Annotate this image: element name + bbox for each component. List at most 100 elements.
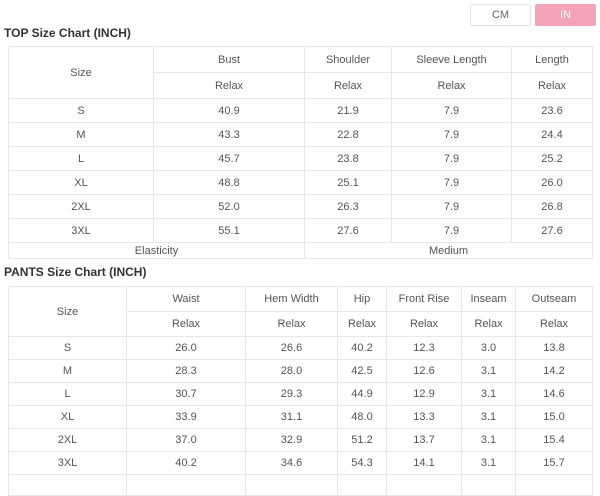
column-header: Front Rise bbox=[386, 286, 462, 312]
measurement-cell: 21.9 bbox=[304, 98, 392, 123]
header-row-relax: Relax Relax Relax Relax bbox=[9, 72, 593, 99]
measurement-cell: 7.9 bbox=[391, 194, 512, 219]
table-row: XL 48.8 25.1 7.9 26.0 bbox=[8, 170, 593, 195]
size-label-cell: 2XL bbox=[8, 194, 154, 219]
header-row-measures: Size Bust Shoulder Sleeve Length Length bbox=[8, 46, 593, 99]
measurement-cell: 26.8 bbox=[511, 194, 593, 219]
table-row: M 28.3 28.0 42.5 12.6 3.1 14.2 bbox=[8, 359, 593, 383]
measurement-cell: 14.6 bbox=[515, 382, 593, 406]
measurement-cell: 33.9 bbox=[126, 405, 246, 429]
size-label-cell: 2XL bbox=[8, 428, 127, 452]
measurement-cell: 34.6 bbox=[245, 451, 338, 475]
measurement-cell: 29.3 bbox=[245, 382, 338, 406]
elasticity-row: Elasticity Medium bbox=[8, 242, 593, 259]
column-header: Waist bbox=[126, 286, 246, 312]
top-size-table: Size Bust Shoulder Sleeve Length Length Relax… bbox=[8, 46, 593, 259]
measurement-cell: 22.8 bbox=[304, 122, 392, 147]
column-header: Outseam bbox=[515, 286, 593, 312]
size-label-cell: M bbox=[8, 122, 154, 147]
size-label-cell: XL bbox=[8, 170, 154, 195]
measurement-cell: 25.2 bbox=[511, 146, 593, 171]
measurement-cell: 12.9 bbox=[386, 382, 462, 406]
top-chart-title: TOP Size Chart (INCH) bbox=[4, 26, 131, 40]
elasticity-value-cell: Medium bbox=[304, 242, 593, 259]
measurement-cell: 40.2 bbox=[126, 451, 246, 475]
measurement-cell: 51.2 bbox=[337, 428, 387, 452]
measurement-cell: 43.3 bbox=[153, 122, 305, 147]
measurement-cell: 40.2 bbox=[337, 336, 387, 360]
table-row: S 26.0 26.6 40.2 12.3 3.0 13.8 bbox=[8, 336, 593, 360]
relax-subheader: Relax bbox=[304, 72, 392, 99]
size-label-cell: 3XL bbox=[8, 218, 154, 243]
column-header: Length bbox=[511, 46, 593, 73]
measurement-cell: 32.9 bbox=[245, 428, 338, 452]
measurement-cell: 14.2 bbox=[515, 359, 593, 383]
measurement-cell: 48.8 bbox=[153, 170, 305, 195]
measurement-cell: 26.3 bbox=[304, 194, 392, 219]
empty-cell bbox=[337, 474, 387, 496]
measurement-cell: 25.1 bbox=[304, 170, 392, 195]
column-header: Hem Width bbox=[245, 286, 338, 312]
measurement-cell: 12.6 bbox=[386, 359, 462, 383]
measurement-cell: 55.1 bbox=[153, 218, 305, 243]
measurement-cell: 12.3 bbox=[386, 336, 462, 360]
relax-subheader: Relax bbox=[245, 311, 338, 337]
measurement-cell: 37.0 bbox=[126, 428, 246, 452]
measurement-cell: 26.0 bbox=[126, 336, 246, 360]
measurement-cell: 15.4 bbox=[515, 428, 593, 452]
measurement-cell: 7.9 bbox=[391, 146, 512, 171]
measurement-cell: 31.1 bbox=[245, 405, 338, 429]
measurement-cell: 15.0 bbox=[515, 405, 593, 429]
measurement-cell: 7.9 bbox=[391, 218, 512, 243]
size-label-cell: S bbox=[8, 336, 127, 360]
header-row-relax: Relax Relax Relax Relax Relax Relax bbox=[9, 311, 593, 337]
size-label-cell: 3XL bbox=[8, 451, 127, 475]
size-label-cell: S bbox=[8, 98, 154, 123]
empty-cell bbox=[245, 474, 338, 496]
measurement-cell: 13.8 bbox=[515, 336, 593, 360]
measurement-cell: 26.0 bbox=[511, 170, 593, 195]
column-header: Sleeve Length bbox=[391, 46, 512, 73]
table-row: L 30.7 29.3 44.9 12.9 3.1 14.6 bbox=[8, 382, 593, 406]
measurement-cell: 28.0 bbox=[245, 359, 338, 383]
measurement-cell: 3.0 bbox=[461, 336, 516, 360]
measurement-cell: 3.1 bbox=[461, 359, 516, 383]
empty-cell bbox=[461, 474, 516, 496]
size-label-cell: M bbox=[8, 359, 127, 383]
measurement-cell: 15.7 bbox=[515, 451, 593, 475]
measurement-cell: 13.7 bbox=[386, 428, 462, 452]
relax-subheader: Relax bbox=[391, 72, 512, 99]
column-header: Inseam bbox=[461, 286, 516, 312]
measurement-cell: 54.3 bbox=[337, 451, 387, 475]
empty-cell bbox=[8, 474, 127, 496]
unit-toggle: CM IN bbox=[470, 4, 596, 26]
relax-subheader: Relax bbox=[515, 311, 593, 337]
relax-subheader: Relax bbox=[126, 311, 246, 337]
measurement-cell: 3.1 bbox=[461, 451, 516, 475]
measurement-cell: 42.5 bbox=[337, 359, 387, 383]
column-header: Bust bbox=[153, 46, 305, 73]
pants-size-table: Size Waist Hem Width Hip Front Rise Inseam Out… bbox=[8, 286, 593, 496]
measurement-cell: 14.1 bbox=[386, 451, 462, 475]
measurement-cell: 45.7 bbox=[153, 146, 305, 171]
column-header: Shoulder bbox=[304, 46, 392, 73]
measurement-cell: 24.4 bbox=[511, 122, 593, 147]
header-row-measures: Size Waist Hem Width Hip Front Rise Inseam Out… bbox=[8, 286, 593, 337]
empty-cell bbox=[126, 474, 246, 496]
cm-button[interactable]: CM bbox=[470, 4, 531, 26]
relax-subheader: Relax bbox=[337, 311, 387, 337]
empty-cell bbox=[515, 474, 593, 496]
table-row: XL 33.9 31.1 48.0 13.3 3.1 15.0 bbox=[8, 405, 593, 429]
table-row: 3XL 55.1 27.6 7.9 27.6 bbox=[8, 218, 593, 243]
measurement-cell: 30.7 bbox=[126, 382, 246, 406]
empty-cell bbox=[386, 474, 462, 496]
measurement-cell: 7.9 bbox=[391, 98, 512, 123]
size-label-cell: XL bbox=[8, 405, 127, 429]
measurement-cell: 28.3 bbox=[126, 359, 246, 383]
table-row: 3XL 40.2 34.6 54.3 14.1 3.1 15.7 bbox=[8, 451, 593, 475]
measurement-cell: 7.9 bbox=[391, 122, 512, 147]
measurement-cell: 48.0 bbox=[337, 405, 387, 429]
measurement-cell: 3.1 bbox=[461, 405, 516, 429]
in-button[interactable]: IN bbox=[535, 4, 596, 26]
measurement-cell: 27.6 bbox=[304, 218, 392, 243]
